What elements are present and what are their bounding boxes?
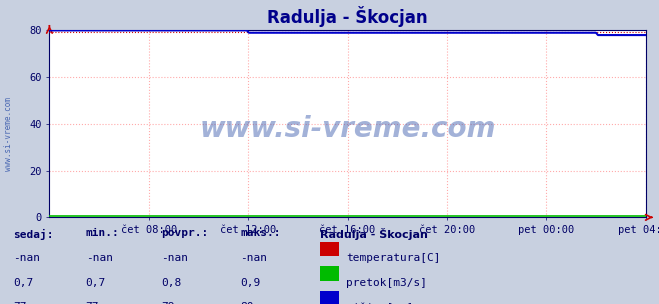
Text: maks.:: maks.: xyxy=(241,229,281,238)
Bar xyxy=(320,242,339,256)
Text: 0,7: 0,7 xyxy=(13,278,34,288)
Text: -nan: -nan xyxy=(86,253,113,263)
Text: 77: 77 xyxy=(13,302,26,304)
Text: www.si-vreme.com: www.si-vreme.com xyxy=(4,97,13,171)
Text: Radulja - Škocjan: Radulja - Škocjan xyxy=(320,229,428,240)
Title: Radulja - Škocjan: Radulja - Škocjan xyxy=(268,6,428,27)
Text: -nan: -nan xyxy=(241,253,268,263)
Text: 77: 77 xyxy=(86,302,99,304)
Bar xyxy=(320,266,339,281)
Text: 0,8: 0,8 xyxy=(161,278,182,288)
Text: -nan: -nan xyxy=(13,253,40,263)
Text: 0,9: 0,9 xyxy=(241,278,261,288)
Text: www.si-vreme.com: www.si-vreme.com xyxy=(200,116,496,143)
Text: 0,7: 0,7 xyxy=(86,278,106,288)
Text: 79: 79 xyxy=(161,302,175,304)
Text: višina[cm]: višina[cm] xyxy=(346,302,413,304)
Text: povpr.:: povpr.: xyxy=(161,229,209,238)
Text: pretok[m3/s]: pretok[m3/s] xyxy=(346,278,427,288)
Text: sedaj:: sedaj: xyxy=(13,229,53,240)
Text: 80: 80 xyxy=(241,302,254,304)
Bar xyxy=(320,291,339,304)
Text: temperatura[C]: temperatura[C] xyxy=(346,253,440,263)
Text: -nan: -nan xyxy=(161,253,188,263)
Text: min.:: min.: xyxy=(86,229,119,238)
